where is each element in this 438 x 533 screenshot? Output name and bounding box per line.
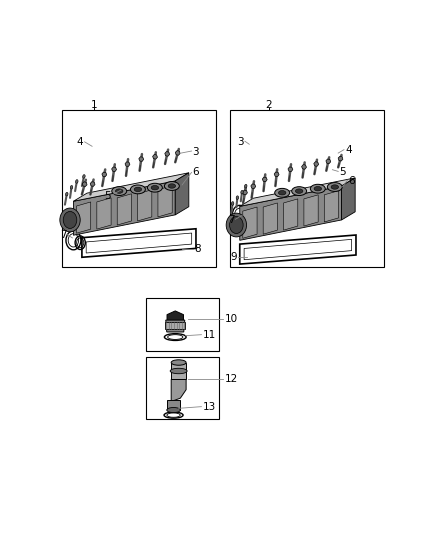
- Polygon shape: [304, 195, 318, 226]
- Ellipse shape: [292, 187, 307, 196]
- Polygon shape: [97, 198, 111, 229]
- Polygon shape: [166, 320, 185, 332]
- Text: 5: 5: [104, 191, 111, 201]
- Ellipse shape: [70, 185, 73, 189]
- Polygon shape: [314, 161, 318, 166]
- Ellipse shape: [116, 189, 123, 193]
- Ellipse shape: [226, 213, 247, 237]
- Polygon shape: [77, 202, 91, 233]
- Polygon shape: [167, 311, 184, 326]
- Polygon shape: [263, 203, 277, 234]
- Ellipse shape: [311, 184, 325, 193]
- Ellipse shape: [230, 216, 243, 233]
- Text: 4: 4: [345, 146, 352, 155]
- Polygon shape: [167, 400, 180, 410]
- Ellipse shape: [167, 408, 180, 413]
- Polygon shape: [158, 185, 172, 217]
- Polygon shape: [240, 186, 342, 240]
- Polygon shape: [302, 165, 307, 169]
- Polygon shape: [243, 190, 247, 195]
- Text: 3: 3: [237, 137, 244, 147]
- Polygon shape: [283, 199, 298, 230]
- Ellipse shape: [236, 196, 239, 199]
- Ellipse shape: [170, 368, 187, 374]
- Ellipse shape: [66, 192, 68, 196]
- Ellipse shape: [63, 212, 77, 229]
- Text: 13: 13: [202, 402, 215, 411]
- Polygon shape: [288, 167, 293, 172]
- Ellipse shape: [171, 360, 186, 365]
- Ellipse shape: [327, 183, 342, 191]
- Text: 9: 9: [230, 252, 237, 262]
- Polygon shape: [102, 172, 107, 177]
- Polygon shape: [171, 362, 186, 379]
- Ellipse shape: [244, 184, 247, 188]
- Polygon shape: [171, 379, 186, 401]
- Text: 6: 6: [349, 176, 355, 186]
- Polygon shape: [175, 151, 180, 155]
- Ellipse shape: [134, 187, 141, 191]
- Polygon shape: [112, 167, 117, 172]
- Text: 12: 12: [224, 375, 238, 384]
- Text: 8: 8: [194, 245, 201, 254]
- Ellipse shape: [275, 188, 290, 197]
- Polygon shape: [165, 151, 170, 156]
- Polygon shape: [324, 191, 339, 222]
- Text: 7: 7: [60, 230, 67, 240]
- Ellipse shape: [314, 187, 321, 191]
- Text: 10: 10: [224, 314, 237, 325]
- Polygon shape: [338, 156, 343, 161]
- Text: 1: 1: [91, 100, 97, 110]
- Polygon shape: [82, 182, 87, 187]
- Ellipse shape: [164, 182, 179, 190]
- Ellipse shape: [83, 175, 85, 178]
- Polygon shape: [152, 155, 157, 159]
- Bar: [165, 322, 185, 328]
- Polygon shape: [74, 181, 175, 235]
- Ellipse shape: [148, 183, 162, 192]
- Bar: [61, 110, 216, 268]
- Bar: [146, 298, 219, 351]
- Ellipse shape: [76, 180, 78, 183]
- Ellipse shape: [131, 185, 145, 194]
- Polygon shape: [326, 159, 331, 164]
- Polygon shape: [117, 194, 131, 225]
- Text: 5: 5: [339, 167, 346, 177]
- Polygon shape: [175, 173, 189, 215]
- Text: 4: 4: [77, 137, 84, 147]
- Text: 3: 3: [192, 147, 199, 157]
- Ellipse shape: [60, 208, 80, 232]
- Bar: [230, 110, 384, 268]
- Polygon shape: [342, 178, 355, 220]
- Ellipse shape: [168, 184, 176, 188]
- Polygon shape: [138, 190, 152, 221]
- Bar: [146, 358, 219, 418]
- Text: 2: 2: [265, 100, 272, 110]
- Text: 7: 7: [228, 215, 235, 225]
- Ellipse shape: [295, 189, 303, 193]
- Text: 11: 11: [202, 330, 215, 340]
- Ellipse shape: [112, 187, 127, 196]
- Polygon shape: [125, 162, 130, 166]
- Polygon shape: [90, 182, 95, 187]
- Polygon shape: [139, 157, 144, 161]
- Polygon shape: [243, 207, 257, 238]
- Ellipse shape: [151, 185, 159, 190]
- Polygon shape: [274, 172, 279, 176]
- Polygon shape: [74, 173, 189, 201]
- Ellipse shape: [241, 190, 243, 194]
- Polygon shape: [240, 178, 355, 206]
- Polygon shape: [262, 177, 267, 182]
- Ellipse shape: [331, 185, 339, 189]
- Ellipse shape: [231, 201, 234, 205]
- Text: 6: 6: [192, 167, 199, 177]
- Polygon shape: [251, 184, 256, 189]
- Ellipse shape: [279, 191, 286, 195]
